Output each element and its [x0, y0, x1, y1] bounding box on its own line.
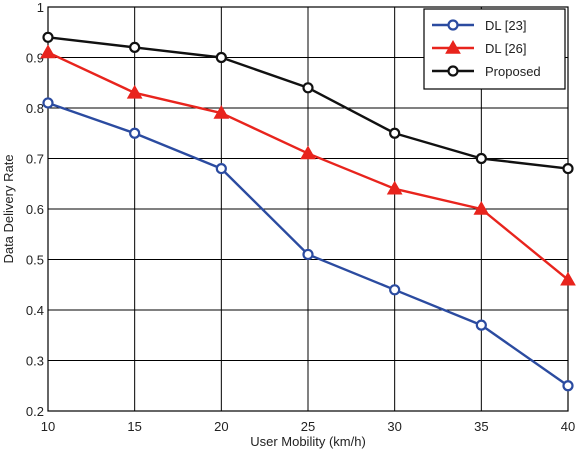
- data-point: [386, 180, 403, 195]
- x-tick-label: 25: [301, 419, 315, 434]
- y-tick-label: 0.3: [26, 354, 44, 369]
- data-point: [129, 127, 141, 139]
- data-point: [473, 200, 490, 215]
- data-point: [389, 127, 401, 139]
- y-tick-label: 0.6: [26, 202, 44, 217]
- data-point: [215, 163, 227, 175]
- legend-label: DL [23]: [485, 18, 526, 33]
- data-point: [562, 380, 574, 392]
- data-point: [42, 31, 54, 43]
- legend-marker: [447, 65, 459, 77]
- data-point: [213, 105, 230, 119]
- x-axis-label: User Mobility (km/h): [250, 434, 366, 449]
- plot-frame: [47, 6, 569, 412]
- data-point: [562, 163, 574, 175]
- legend-label: DL [26]: [485, 41, 526, 56]
- data-point: [300, 145, 316, 160]
- y-tick-label: 0.4: [26, 303, 44, 318]
- y-tick-label: 0.2: [26, 404, 44, 419]
- legend: DL [23] DL [26] Proposed: [423, 8, 566, 90]
- series-0: [42, 97, 574, 392]
- y-tick-label: 0.9: [26, 51, 44, 66]
- x-tick-label: 30: [387, 419, 401, 434]
- data-point: [42, 97, 54, 109]
- data-point: [302, 82, 314, 94]
- legend-item: DL [23]: [432, 18, 526, 33]
- y-tick-label: 0.5: [26, 253, 44, 268]
- legend-marker: [445, 39, 461, 54]
- data-point: [215, 51, 227, 64]
- data-point: [129, 41, 141, 54]
- legend-item: DL [26]: [432, 39, 526, 56]
- y-axis-label: Data Delivery Rate: [1, 154, 16, 263]
- data-series: [40, 31, 576, 392]
- data-point: [302, 248, 314, 261]
- x-tick-label: 15: [127, 419, 141, 434]
- legend-label: Proposed: [485, 64, 541, 79]
- y-tick-label: 0.8: [26, 101, 44, 116]
- data-point: [560, 271, 576, 286]
- data-point: [475, 319, 487, 331]
- y-tick-label: 1: [37, 0, 44, 15]
- x-tick-label: 40: [561, 419, 575, 434]
- axis-ticks: 10 15 20 25 30 35 40 0.2 0.3 0.4 0.5 0.6 0.7 0.8 0.9 1: [26, 0, 575, 434]
- x-tick-label: 20: [214, 419, 228, 434]
- x-tick-label: 35: [474, 419, 488, 434]
- y-tick-label: 0.7: [26, 152, 44, 167]
- legend-item: Proposed: [432, 64, 541, 79]
- data-point: [40, 44, 56, 59]
- legend-marker: [447, 19, 459, 31]
- series-1: [40, 44, 576, 286]
- x-tick-label: 10: [41, 419, 55, 434]
- data-point: [475, 152, 487, 165]
- series-2: [42, 31, 574, 175]
- data-point: [389, 284, 401, 296]
- data-point: [126, 84, 143, 99]
